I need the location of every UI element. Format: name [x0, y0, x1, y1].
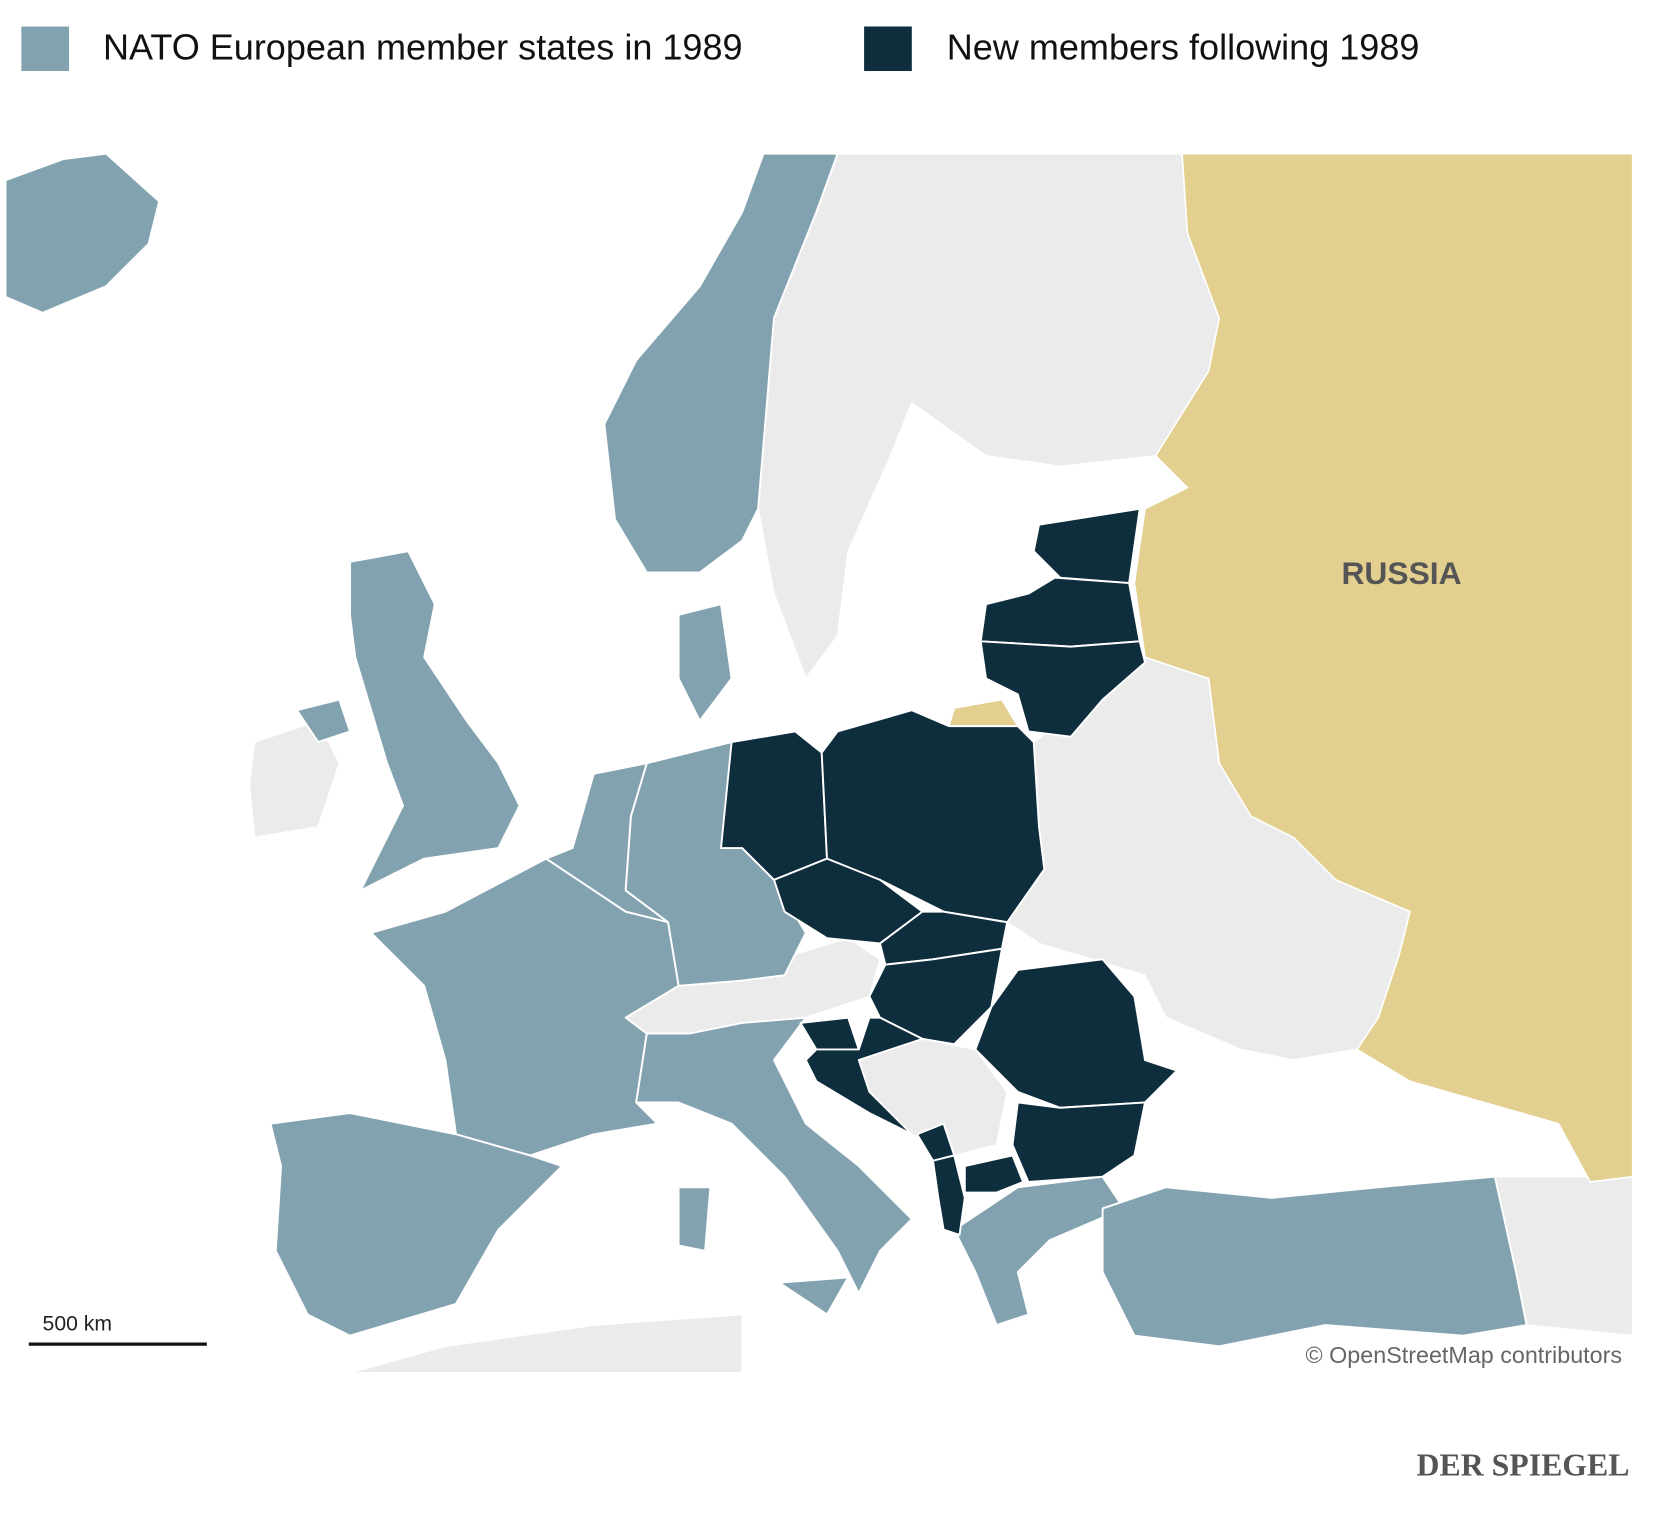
legend-swatch [21, 26, 70, 72]
legend: NATO European member states in 1989 New … [21, 26, 1420, 72]
norway [603, 152, 839, 574]
iceland [4, 152, 161, 314]
legend-label: NATO European member states in 1989 [103, 26, 743, 67]
sicily [778, 1276, 850, 1316]
russia [1133, 152, 1634, 1183]
bulgaria [1011, 1101, 1146, 1183]
lithuania [979, 640, 1146, 738]
nato-1989 [4, 152, 1528, 1348]
new-members [720, 507, 1178, 1236]
turkey [1101, 1175, 1528, 1348]
scale-label: 500 km [43, 1313, 112, 1336]
legend-swatch [864, 26, 912, 72]
denmark [677, 603, 733, 722]
sardinia [677, 1186, 712, 1252]
iberia [269, 1112, 563, 1337]
romania [974, 958, 1178, 1109]
map-label: RUSSIA [1341, 555, 1461, 591]
northern-ireland [296, 698, 351, 743]
legend-label: New members following 1989 [947, 26, 1420, 67]
attribution: © OpenStreetMap contributors [1306, 1342, 1623, 1368]
united-kingdom [349, 550, 521, 892]
map: RUSSIA 500 km © OpenStreetMap contributo… [0, 152, 1634, 1374]
brand: DER SPIEGEL [1417, 1447, 1630, 1482]
north-africa [349, 1313, 743, 1374]
italy [635, 1016, 913, 1295]
north-macedonia [963, 1154, 1025, 1194]
greece [953, 1175, 1125, 1327]
croatia [804, 1016, 924, 1136]
albania [932, 1154, 966, 1236]
